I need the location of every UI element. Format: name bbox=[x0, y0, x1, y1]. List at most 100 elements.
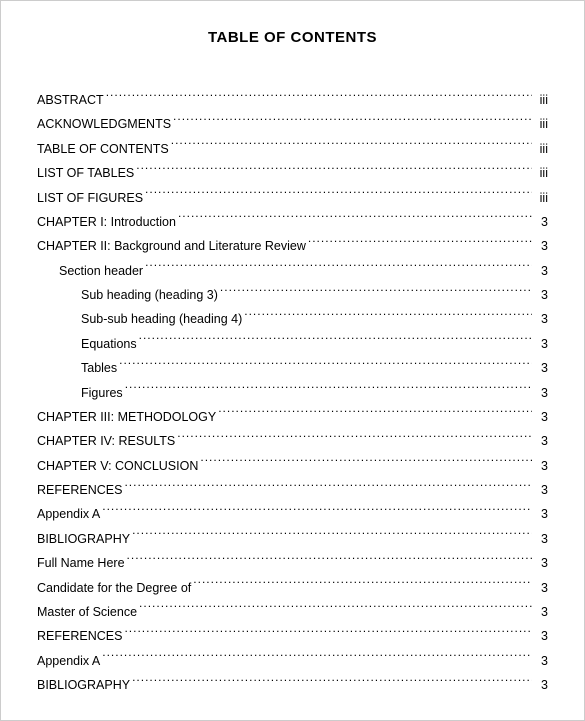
toc-entry-page: 3 bbox=[534, 478, 548, 502]
toc-entry-page: iii bbox=[534, 88, 548, 112]
toc-entry-label: REFERENCES bbox=[37, 624, 122, 648]
toc-entry-page: 3 bbox=[534, 673, 548, 697]
toc-entry-page: 3 bbox=[534, 259, 548, 283]
toc-entry: Appendix A 3 bbox=[37, 502, 548, 526]
toc-leader-dots bbox=[139, 335, 532, 348]
toc-leader-dots bbox=[132, 677, 532, 690]
toc-entry-label: CHAPTER II: Background and Literature Re… bbox=[37, 234, 306, 258]
toc-entry-page: 3 bbox=[534, 649, 548, 673]
toc-leader-dots bbox=[193, 579, 532, 592]
toc-entry-page: 3 bbox=[534, 332, 548, 356]
toc-entry-page: iii bbox=[534, 161, 548, 185]
toc-entry: Master of Science 3 bbox=[37, 600, 548, 624]
toc-entry-label: Sub heading (heading 3) bbox=[81, 283, 218, 307]
toc-entry-page: 3 bbox=[534, 234, 548, 258]
toc-entry-label: REFERENCES bbox=[37, 478, 122, 502]
toc-entry-page: 3 bbox=[534, 600, 548, 624]
toc-entry: Figures3 bbox=[37, 381, 548, 405]
toc-entry-label: CHAPTER V: CONCLUSION bbox=[37, 454, 198, 478]
toc-entry: BIBLIOGRAPHY 3 bbox=[37, 527, 548, 551]
toc-entry-label: Section header bbox=[59, 259, 143, 283]
toc-entry-page: iii bbox=[534, 186, 548, 210]
toc-entry-label: Figures bbox=[81, 381, 123, 405]
toc-entry: CHAPTER I: Introduction 3 bbox=[37, 210, 548, 234]
toc-entry: ACKNOWLEDGMENTS iii bbox=[37, 112, 548, 136]
toc-entry-label: CHAPTER IV: RESULTS bbox=[37, 429, 175, 453]
toc-entry: Section header 3 bbox=[37, 259, 548, 283]
toc-entry-page: 3 bbox=[534, 307, 548, 331]
toc-leader-dots bbox=[177, 433, 532, 446]
toc-leader-dots bbox=[132, 530, 532, 543]
toc-entry-page: 3 bbox=[534, 356, 548, 380]
toc-entry-label: Master of Science bbox=[37, 600, 137, 624]
toc-leader-dots bbox=[125, 384, 532, 397]
toc-leader-dots bbox=[244, 311, 532, 324]
toc-entry: REFERENCES 3 bbox=[37, 478, 548, 502]
toc-entry-page: 3 bbox=[534, 429, 548, 453]
toc-leader-dots bbox=[218, 408, 532, 421]
toc-leader-dots bbox=[178, 213, 532, 226]
toc-entry: Sub heading (heading 3) 3 bbox=[37, 283, 548, 307]
toc-leader-dots bbox=[171, 140, 532, 153]
toc-entry-page: 3 bbox=[534, 210, 548, 234]
toc-entry: Full Name Here 3 bbox=[37, 551, 548, 575]
toc-entry: CHAPTER III: METHODOLOGY 3 bbox=[37, 405, 548, 429]
toc-entry-page: 3 bbox=[534, 527, 548, 551]
toc-leader-dots bbox=[102, 506, 532, 519]
toc-entry-page: 3 bbox=[534, 405, 548, 429]
toc-leader-dots bbox=[119, 360, 532, 373]
toc-entry-page: iii bbox=[534, 137, 548, 161]
toc-leader-dots bbox=[136, 165, 532, 178]
toc-leader-dots bbox=[220, 287, 532, 300]
toc-entry-label: CHAPTER III: METHODOLOGY bbox=[37, 405, 216, 429]
toc-entry-label: Candidate for the Degree of bbox=[37, 576, 191, 600]
toc-entry-page: 3 bbox=[534, 502, 548, 526]
toc-entry-label: ABSTRACT bbox=[37, 88, 104, 112]
toc-entry-label: CHAPTER I: Introduction bbox=[37, 210, 176, 234]
toc-entry-label: Sub-sub heading (heading 4) bbox=[81, 307, 242, 331]
toc-entry-label: Appendix A bbox=[37, 649, 100, 673]
toc-entry: ABSTRACT iii bbox=[37, 88, 548, 112]
toc-leader-dots bbox=[200, 457, 532, 470]
toc-leader-dots bbox=[124, 482, 532, 495]
toc-entry-page: iii bbox=[534, 112, 548, 136]
toc-entry-page: 3 bbox=[534, 624, 548, 648]
toc-entry: Appendix A 3 bbox=[37, 649, 548, 673]
toc-leader-dots bbox=[124, 628, 532, 641]
toc-entry-label: BIBLIOGRAPHY bbox=[37, 673, 130, 697]
toc-title: TABLE OF CONTENTS bbox=[37, 29, 548, 46]
document-page: TABLE OF CONTENTS ABSTRACTiiiACKNOWLEDGM… bbox=[0, 0, 585, 721]
toc-leader-dots bbox=[308, 238, 532, 251]
toc-list: ABSTRACTiiiACKNOWLEDGMENTSiiiTABLE OF CO… bbox=[37, 88, 548, 697]
toc-leader-dots bbox=[145, 262, 532, 275]
toc-entry: CHAPTER II: Background and Literature Re… bbox=[37, 234, 548, 258]
toc-entry: Equations 3 bbox=[37, 332, 548, 356]
toc-entry: Candidate for the Degree of 3 bbox=[37, 576, 548, 600]
toc-entry: REFERENCES 3 bbox=[37, 624, 548, 648]
toc-entry-label: Appendix A bbox=[37, 502, 100, 526]
toc-leader-dots bbox=[173, 116, 532, 129]
toc-entry-label: ACKNOWLEDGMENTS bbox=[37, 112, 171, 136]
toc-entry-page: 3 bbox=[534, 551, 548, 575]
toc-entry-label: Tables bbox=[81, 356, 117, 380]
toc-entry-label: TABLE OF CONTENTS bbox=[37, 137, 169, 161]
toc-entry: LIST OF FIGURES iii bbox=[37, 186, 548, 210]
toc-leader-dots bbox=[145, 189, 532, 202]
toc-entry-label: LIST OF TABLES bbox=[37, 161, 134, 185]
toc-leader-dots bbox=[102, 652, 532, 665]
toc-entry: Sub-sub heading (heading 4) 3 bbox=[37, 307, 548, 331]
toc-entry: LIST OF TABLES iii bbox=[37, 161, 548, 185]
toc-leader-dots bbox=[106, 92, 532, 105]
toc-leader-dots bbox=[139, 603, 532, 616]
toc-entry: TABLE OF CONTENTS iii bbox=[37, 137, 548, 161]
toc-entry: CHAPTER V: CONCLUSION3 bbox=[37, 454, 548, 478]
toc-entry-page: 3 bbox=[534, 283, 548, 307]
toc-entry-label: Equations bbox=[81, 332, 137, 356]
toc-entry-label: Full Name Here bbox=[37, 551, 125, 575]
toc-entry: Tables 3 bbox=[37, 356, 548, 380]
toc-entry-label: BIBLIOGRAPHY bbox=[37, 527, 130, 551]
toc-leader-dots bbox=[127, 555, 532, 568]
toc-entry-page: 3 bbox=[534, 576, 548, 600]
toc-entry: CHAPTER IV: RESULTS 3 bbox=[37, 429, 548, 453]
toc-entry-label: LIST OF FIGURES bbox=[37, 186, 143, 210]
